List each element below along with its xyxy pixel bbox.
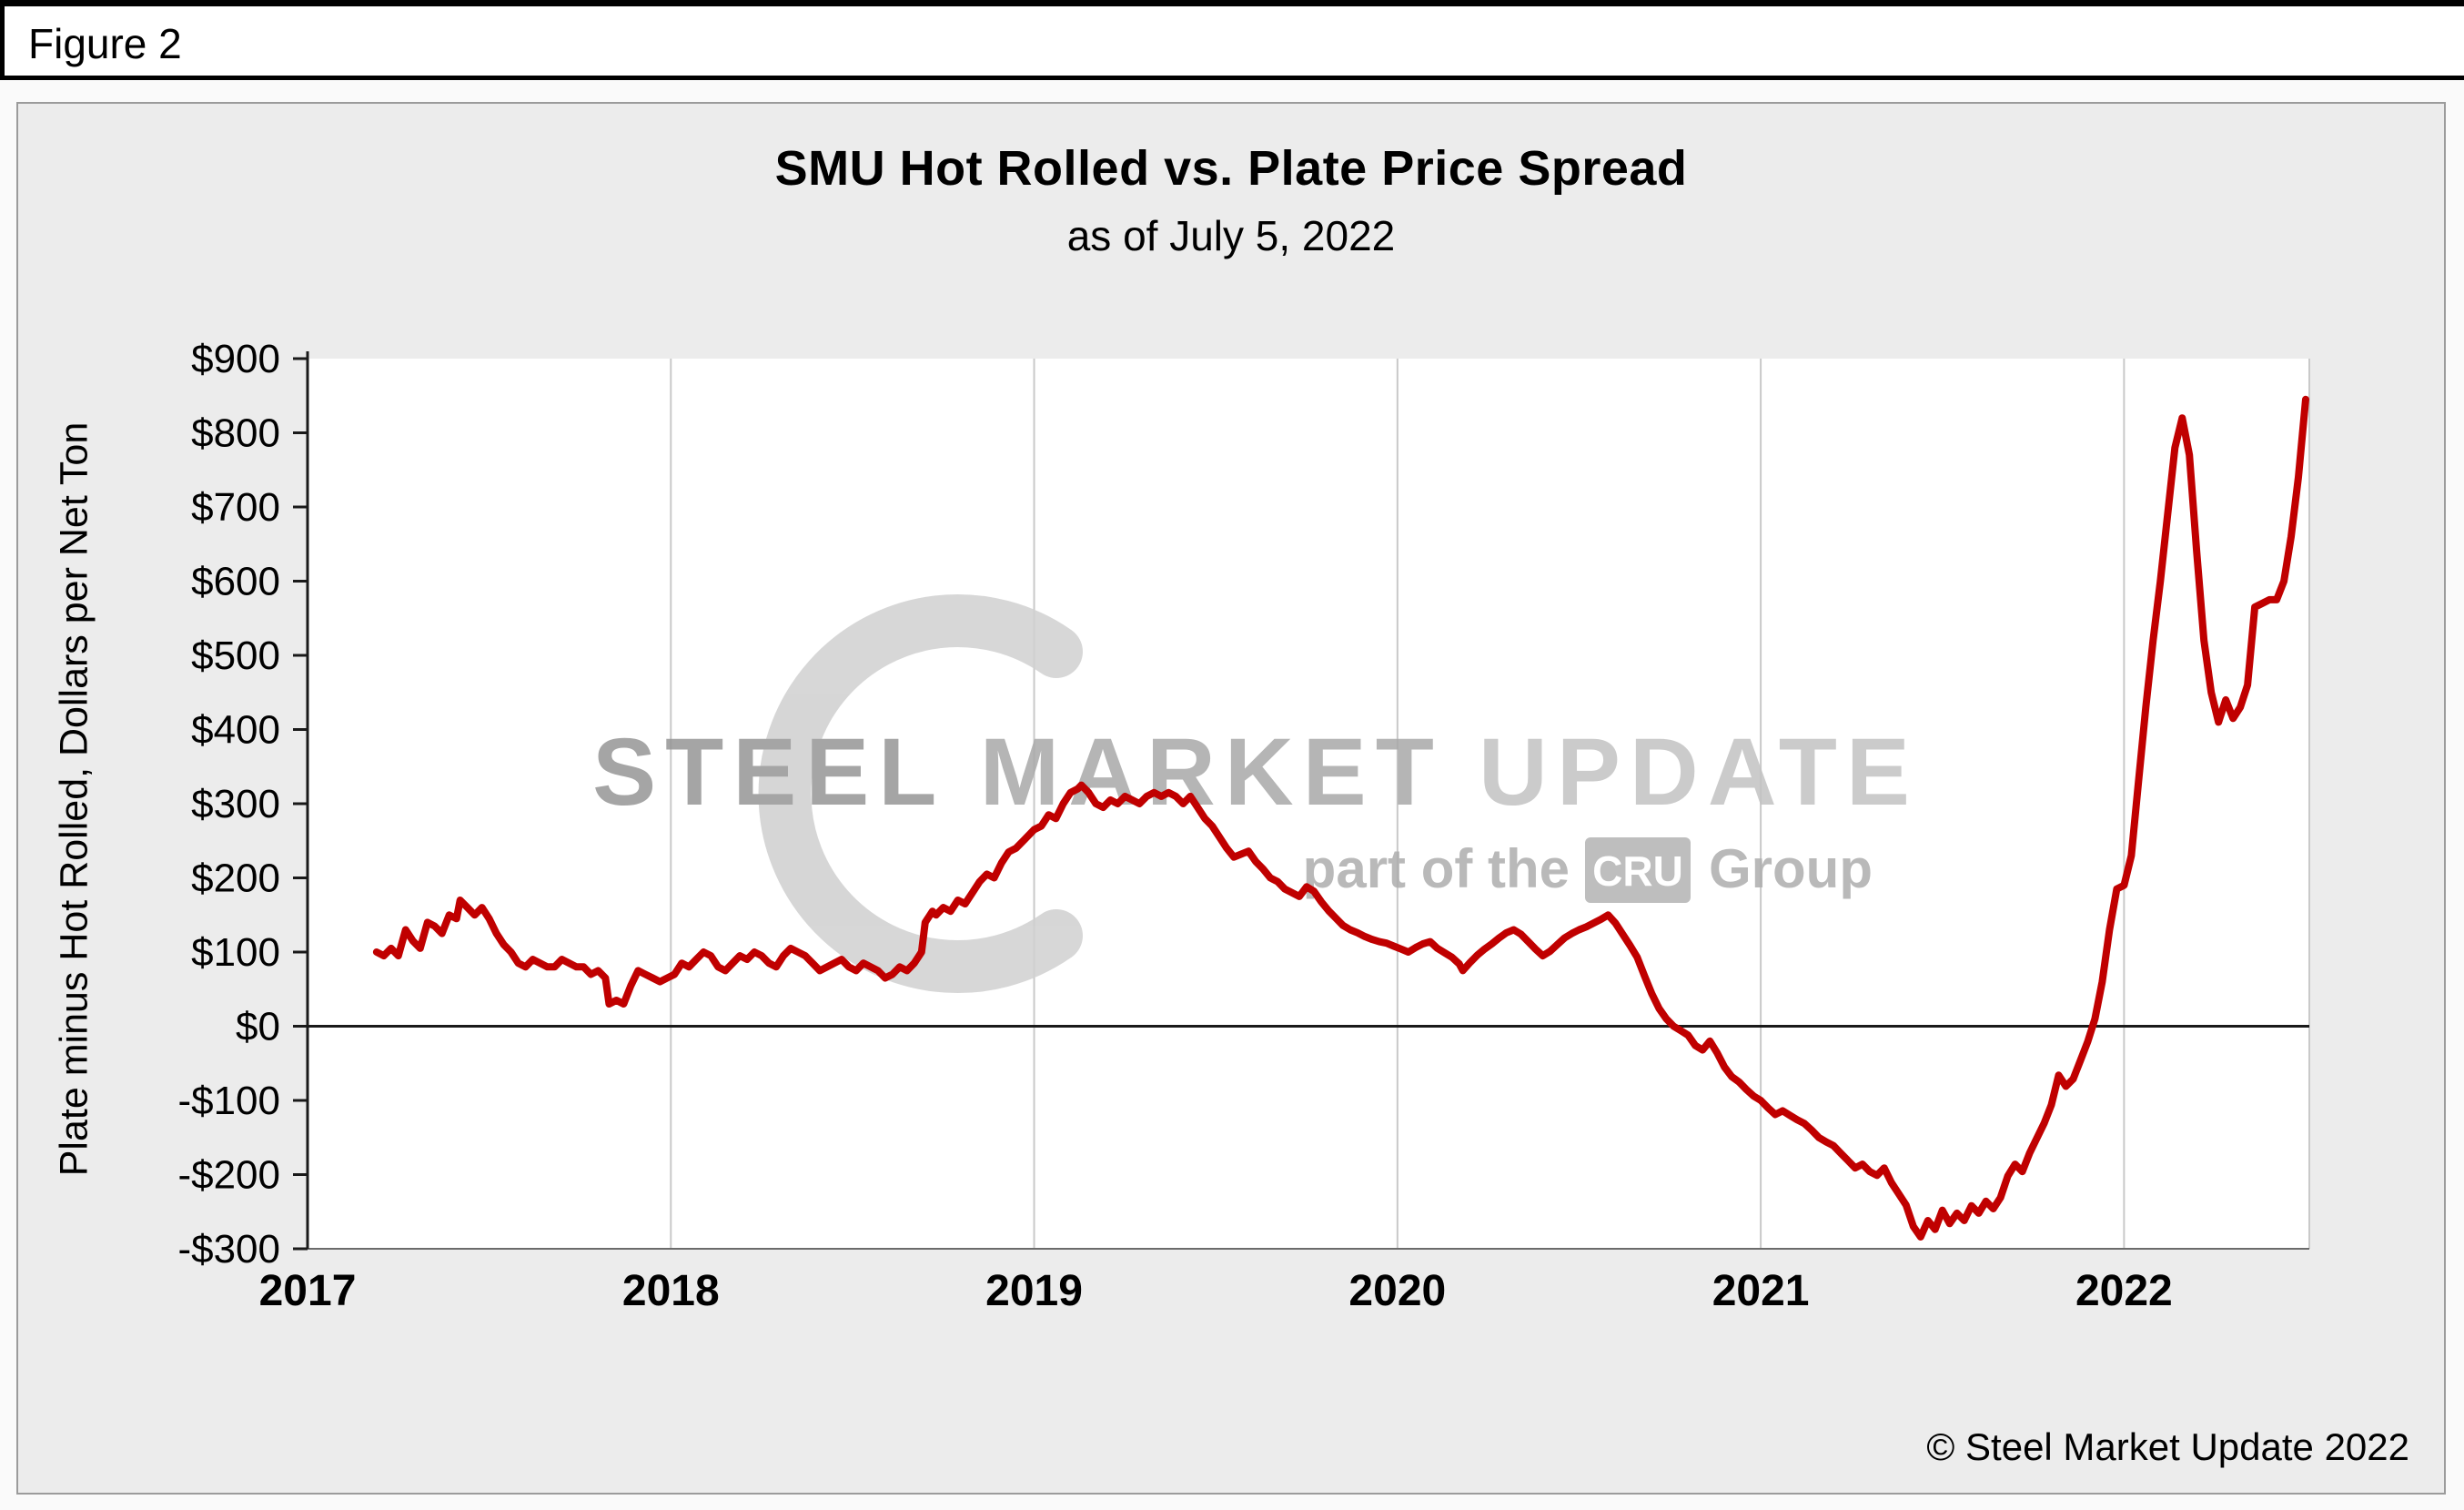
price-spread-chart: STEEL MARKET UPDATE part of the CRU Group $9… [177,337,2310,1315]
watermark-title-text: STEEL MARKET UPDATE [592,719,1919,826]
cru-badge-label: CRU [1592,847,1683,895]
copyright-note: © Steel Market Update 2022 [1926,1425,2409,1468]
spread-series-line [372,395,2309,1241]
figure-header: Figure 2 [0,0,2464,80]
figure-label: Figure 2 [28,20,182,67]
x-tick-label: 2021 [1712,1267,1810,1315]
y-tick-label: $200 [191,856,280,901]
x-tick-label: 2019 [985,1267,1083,1315]
cru-crescent-icon [758,594,1083,993]
y-tick-label: -$100 [177,1079,280,1123]
y-tick-label: $600 [191,560,280,604]
x-tick-label: 2017 [259,1267,357,1315]
watermark-tagline-post: Group [1709,838,1873,899]
y-tick-label: -$300 [177,1227,280,1272]
x-tick-label: 2022 [2075,1267,2173,1315]
plot-background [308,359,2309,1249]
chart-subtitle: as of July 5, 2022 [1066,212,1396,259]
y-tick-label: -$200 [177,1153,280,1198]
chart-panel: SMU Hot Rolled vs. Plate Price Spread as… [16,102,2446,1495]
y-tick-label: $800 [191,411,280,456]
y-tick-label: $0 [236,1005,280,1049]
y-tick-label: $400 [191,708,280,753]
y-tick-label: $900 [191,337,280,381]
chart-title: SMU Hot Rolled vs. Plate Price Spread [774,141,1688,196]
watermark: STEEL MARKET UPDATE part of the CRU Group [592,594,1919,993]
y-tick-label: $500 [191,633,280,678]
x-tick-label: 2018 [622,1267,720,1315]
watermark-tagline-pre: part of the [1303,838,1570,899]
cru-badge [1585,837,1691,903]
x-tick-label: 2020 [1348,1267,1446,1315]
y-tick-label: $700 [191,485,280,530]
y-tick-label: $300 [191,782,280,826]
y-tick-label: $100 [191,930,280,975]
